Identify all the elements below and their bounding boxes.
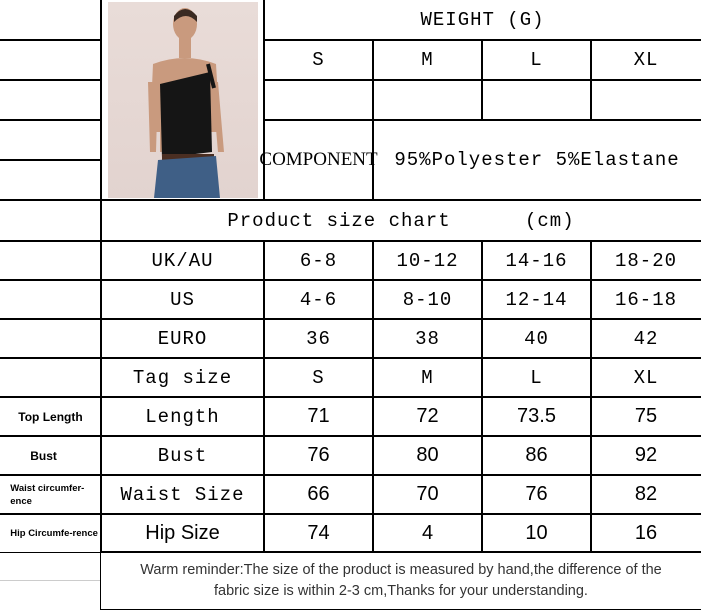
table-cell: 4-6 (263, 279, 374, 320)
footer-left-divider (0, 580, 101, 581)
blank-cell (0, 0, 102, 41)
table-cell: 66 (263, 474, 374, 515)
row-side-label: Waist circumfer-ence (0, 474, 102, 515)
component-value: 95%Polyester 5%Elastane (372, 119, 701, 201)
row-label: Bust (100, 435, 265, 476)
reminder-line2: fabric size is within 2-3 cm,Thanks for … (214, 582, 588, 599)
table-cell: 80 (372, 435, 483, 476)
row-side-label (0, 318, 102, 359)
table-cell: 10-12 (372, 240, 483, 281)
weight-value-cell (263, 79, 374, 121)
blank-cell (0, 79, 102, 121)
warm-reminder: Warm reminder:The size of the product is… (100, 551, 701, 610)
row-label: Length (100, 396, 265, 437)
size-header-3: XL (590, 39, 701, 81)
weight-value-cell (481, 79, 592, 121)
component-label: COMPONENT (259, 119, 378, 201)
table-cell: 38 (372, 318, 483, 359)
row-label: US (100, 279, 265, 320)
table-cell: 16 (590, 513, 701, 553)
row-side-label (0, 240, 102, 281)
blank-cell (0, 199, 102, 242)
table-cell: 8-10 (372, 279, 483, 320)
table-cell: 4 (372, 513, 483, 553)
weight-title: WEIGHT (G) (263, 0, 701, 41)
table-cell: 16-18 (590, 279, 701, 320)
row-label: Tag size (100, 357, 265, 398)
row-side-label (0, 279, 102, 320)
table-cell: 6-8 (263, 240, 374, 281)
table-cell: 36 (263, 318, 374, 359)
table-cell: XL (590, 357, 701, 398)
size-header-1: M (372, 39, 483, 81)
table-cell: L (481, 357, 592, 398)
table-cell: 73.5 (481, 396, 592, 437)
row-label: Hip Size (100, 513, 265, 553)
table-cell: 74 (263, 513, 374, 553)
row-side-label: Hip Circumfe-rence (0, 513, 102, 553)
table-cell: 76 (263, 435, 374, 476)
table-cell: 86 (481, 435, 592, 476)
chart-title: Product size chart (cm) (100, 199, 701, 242)
row-side-label (0, 357, 102, 398)
row-side-label: Top Length (0, 396, 102, 437)
table-cell: 14-16 (481, 240, 592, 281)
table-cell: 72 (372, 396, 483, 437)
table-cell: 12-14 (481, 279, 592, 320)
row-label: EURO (100, 318, 265, 359)
photo-cell (100, 0, 265, 201)
product-photo (108, 2, 258, 198)
table-cell: 18-20 (590, 240, 701, 281)
table-cell: 10 (481, 513, 592, 553)
table-cell: S (263, 357, 374, 398)
blank-cell (0, 159, 102, 201)
table-cell: 75 (590, 396, 701, 437)
size-header-2: L (481, 39, 592, 81)
size-header-0: S (263, 39, 374, 81)
table-cell: 70 (372, 474, 483, 515)
row-side-label: Bust (0, 435, 102, 476)
weight-value-cell (590, 79, 701, 121)
table-cell: 92 (590, 435, 701, 476)
table-cell: M (372, 357, 483, 398)
table-cell: 40 (481, 318, 592, 359)
table-cell: 76 (481, 474, 592, 515)
table-cell: 42 (590, 318, 701, 359)
blank-cell (0, 119, 102, 161)
table-cell: 71 (263, 396, 374, 437)
blank-cell (0, 39, 102, 81)
row-label: UK/AU (100, 240, 265, 281)
reminder-line1: Warm reminder:The size of the product is… (140, 561, 662, 578)
row-label: Waist Size (100, 474, 265, 515)
table-cell: 82 (590, 474, 701, 515)
model-image (148, 8, 224, 198)
weight-value-cell (372, 79, 483, 121)
